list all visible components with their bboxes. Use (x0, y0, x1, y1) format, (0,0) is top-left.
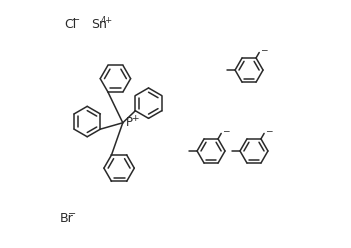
Text: −: − (72, 15, 80, 25)
Text: 4+: 4+ (100, 16, 112, 25)
Text: Sn: Sn (91, 18, 107, 31)
Text: −: − (223, 126, 230, 135)
Text: −: − (260, 46, 268, 55)
Text: −: − (68, 209, 76, 219)
Text: +: + (131, 114, 139, 123)
Text: P: P (126, 116, 133, 129)
Text: Br: Br (60, 212, 74, 225)
Text: −: − (265, 126, 273, 135)
Text: Cl: Cl (64, 18, 76, 31)
